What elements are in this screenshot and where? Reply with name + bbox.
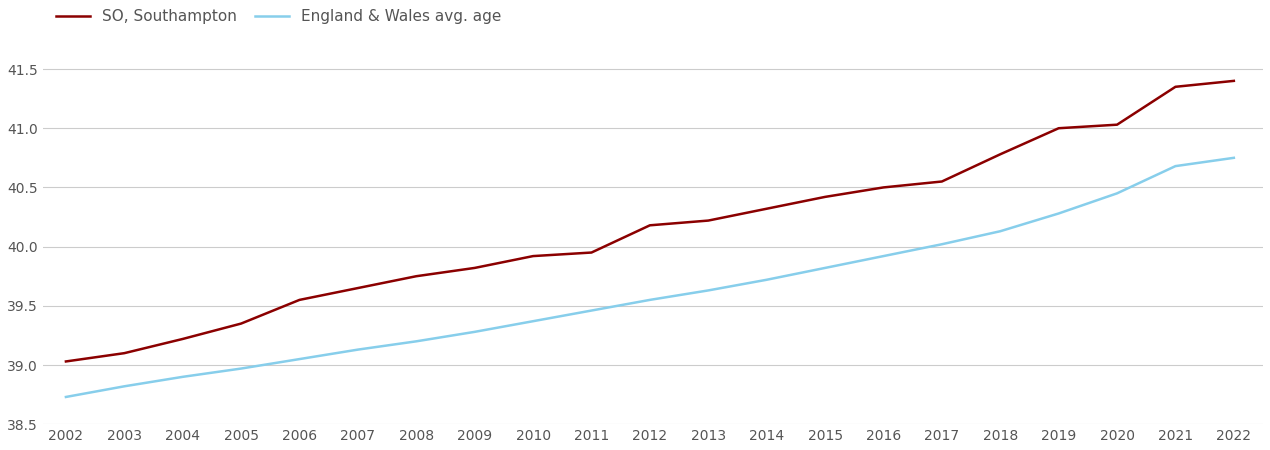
- Legend: SO, Southampton, England & Wales avg. age: SO, Southampton, England & Wales avg. ag…: [51, 3, 508, 30]
- SO, Southampton: [409, 274, 424, 279]
- SO, Southampton: [1227, 78, 1242, 84]
- SO, Southampton: [234, 321, 249, 326]
- England & Wales avg. age: [234, 366, 249, 371]
- SO, Southampton: [351, 285, 366, 291]
- SO, Southampton: [117, 351, 132, 356]
- England & Wales avg. age: [1052, 211, 1067, 216]
- SO, Southampton: [584, 250, 599, 255]
- England & Wales avg. age: [818, 265, 833, 270]
- SO, Southampton: [292, 297, 307, 302]
- England & Wales avg. age: [876, 253, 892, 259]
- SO, Southampton: [175, 336, 190, 342]
- Line: England & Wales avg. age: England & Wales avg. age: [66, 158, 1234, 397]
- England & Wales avg. age: [1168, 163, 1184, 169]
- England & Wales avg. age: [1227, 155, 1242, 161]
- SO, Southampton: [935, 179, 950, 184]
- England & Wales avg. age: [117, 383, 132, 389]
- England & Wales avg. age: [175, 374, 190, 379]
- England & Wales avg. age: [409, 338, 424, 344]
- England & Wales avg. age: [993, 229, 1008, 234]
- SO, Southampton: [467, 265, 483, 270]
- SO, Southampton: [876, 184, 892, 190]
- SO, Southampton: [759, 206, 775, 211]
- SO, Southampton: [526, 253, 541, 259]
- SO, Southampton: [818, 194, 833, 200]
- England & Wales avg. age: [1110, 191, 1125, 196]
- SO, Southampton: [58, 359, 74, 364]
- SO, Southampton: [643, 223, 658, 228]
- SO, Southampton: [1168, 84, 1184, 90]
- England & Wales avg. age: [292, 356, 307, 362]
- England & Wales avg. age: [58, 394, 74, 400]
- SO, Southampton: [1110, 122, 1125, 127]
- SO, Southampton: [1052, 126, 1067, 131]
- England & Wales avg. age: [467, 329, 483, 334]
- England & Wales avg. age: [701, 288, 716, 293]
- Line: SO, Southampton: SO, Southampton: [66, 81, 1234, 361]
- SO, Southampton: [993, 152, 1008, 157]
- SO, Southampton: [701, 218, 716, 223]
- England & Wales avg. age: [759, 277, 775, 283]
- England & Wales avg. age: [526, 319, 541, 324]
- England & Wales avg. age: [643, 297, 658, 302]
- England & Wales avg. age: [935, 242, 950, 247]
- England & Wales avg. age: [351, 347, 366, 352]
- England & Wales avg. age: [584, 308, 599, 313]
